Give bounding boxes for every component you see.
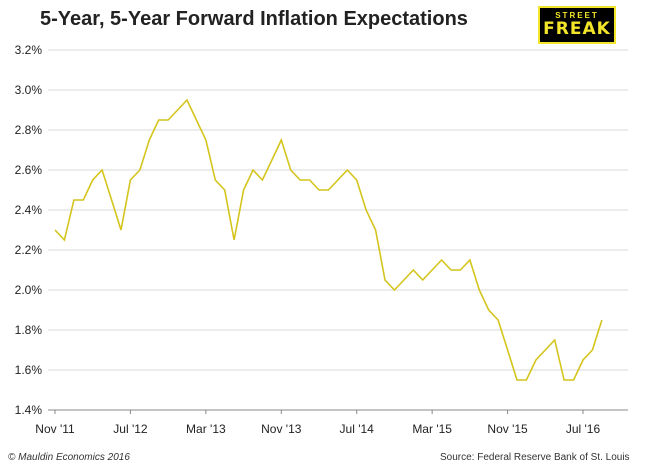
x-tick-label: Jul '16 [566, 422, 601, 436]
chart-title: 5-Year, 5-Year Forward Inflation Expecta… [40, 8, 468, 30]
series-line [54, 98, 603, 381]
y-tick-label: 3.2% [15, 43, 43, 57]
x-tick-label: Jul '14 [340, 422, 375, 436]
y-axis-ticks: 1.4% 1.6% 1.8% 2.0% 2.2% 2.4% 2.6% 2.8% 3.0% 3.2% [15, 43, 43, 417]
x-tick-label: Nov '11 [35, 422, 75, 436]
gridlines [48, 49, 628, 411]
logo-text-bottom: FREAK [543, 19, 611, 39]
y-tick-label: 2.4% [15, 203, 43, 217]
source-text: Source: Federal Reserve Bank of St. Loui… [440, 452, 630, 463]
y-tick-label: 2.2% [15, 243, 43, 257]
x-tick-label: Nov '15 [487, 422, 528, 436]
y-tick-label: 1.4% [15, 403, 43, 417]
copyright-text: © Mauldin Economics 2016 [8, 452, 130, 463]
x-axis-ticks: Nov '11 Jul '12 Mar '13 Nov '13 Jul '14 Mar '… [35, 410, 600, 436]
x-tick-label: Mar '15 [412, 422, 452, 436]
y-tick-label: 2.8% [15, 123, 43, 137]
x-tick-label: Jul '12 [113, 422, 148, 436]
street-freak-logo: STREET FREAK [538, 6, 616, 44]
y-tick-label: 2.6% [15, 163, 43, 177]
y-tick-label: 2.0% [15, 283, 43, 297]
x-tick-label: Mar '13 [186, 422, 226, 436]
y-tick-label: 1.6% [15, 363, 43, 377]
x-tick-label: Nov '13 [261, 422, 302, 436]
logo-text-top: STREET [555, 11, 599, 20]
y-tick-label: 1.8% [15, 323, 43, 337]
y-tick-label: 3.0% [15, 83, 43, 97]
